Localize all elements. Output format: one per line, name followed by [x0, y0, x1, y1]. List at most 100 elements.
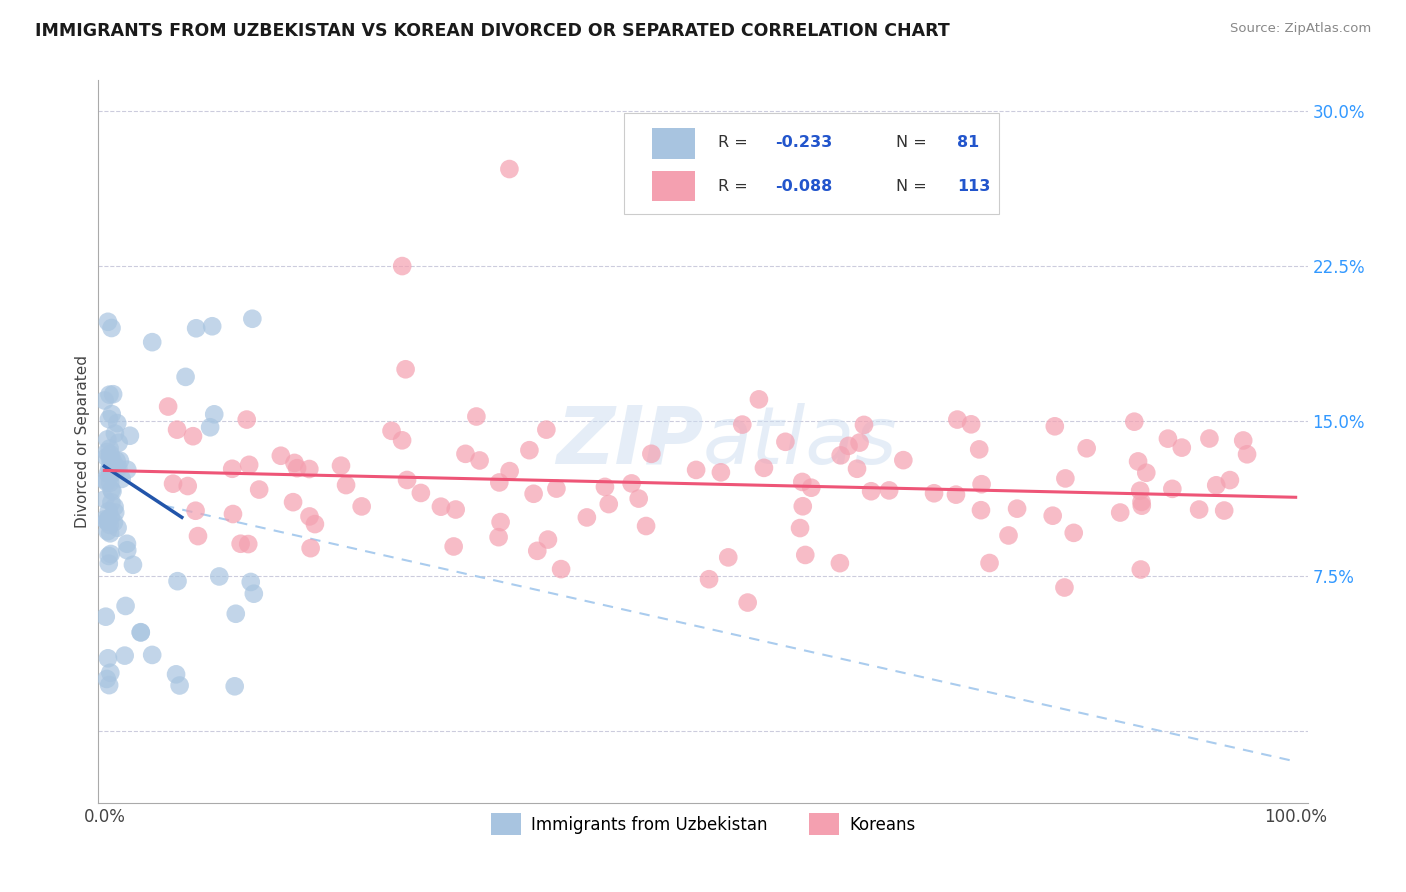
Point	[96, 445, 118, 459]
Point	[177, 479, 200, 493]
Point	[162, 476, 184, 491]
Text: R =: R =	[717, 136, 752, 150]
Point	[96, 433, 118, 447]
Text: -0.233: -0.233	[776, 136, 832, 150]
Point	[96, 672, 118, 686]
Point	[100, 407, 122, 421]
Point	[593, 480, 616, 494]
Point	[1042, 508, 1064, 523]
Point	[98, 447, 121, 461]
Point	[1063, 525, 1085, 540]
Point	[1130, 499, 1153, 513]
Point	[97, 557, 120, 571]
Point	[792, 500, 814, 514]
Point	[636, 519, 658, 533]
Point	[454, 447, 477, 461]
Point	[498, 464, 520, 478]
Point	[166, 574, 188, 589]
Point	[243, 587, 266, 601]
Text: ZIP: ZIP	[555, 402, 703, 481]
Point	[1130, 495, 1153, 509]
Text: Source: ZipAtlas.com: Source: ZipAtlas.com	[1230, 22, 1371, 36]
Point	[391, 259, 413, 273]
Point	[444, 502, 467, 516]
Point	[537, 533, 560, 547]
Point	[247, 483, 270, 497]
Point	[860, 484, 883, 499]
Point	[103, 500, 125, 514]
Point	[598, 497, 620, 511]
Point	[298, 509, 321, 524]
Point	[101, 387, 124, 401]
Point	[240, 311, 263, 326]
Point	[283, 456, 305, 470]
Point	[1076, 442, 1098, 456]
Point	[114, 648, 136, 663]
Point	[1135, 466, 1157, 480]
Point	[174, 370, 197, 384]
Point	[222, 507, 245, 521]
Point	[98, 387, 121, 401]
Point	[536, 423, 558, 437]
Point	[198, 420, 221, 434]
Point	[107, 461, 129, 475]
Point	[141, 648, 163, 662]
Point	[166, 423, 188, 437]
Text: -0.088: -0.088	[776, 179, 832, 194]
Point	[737, 596, 759, 610]
Text: N =: N =	[897, 136, 932, 150]
Y-axis label: Divorced or Separated: Divorced or Separated	[75, 355, 90, 528]
Point	[380, 424, 402, 438]
Point	[627, 491, 650, 506]
Point	[115, 543, 138, 558]
Point	[229, 537, 252, 551]
Point	[1123, 415, 1146, 429]
Text: atlas: atlas	[703, 402, 898, 481]
Point	[285, 461, 308, 475]
Text: IMMIGRANTS FROM UZBEKISTAN VS KOREAN DIVORCED OR SEPARATED CORRELATION CHART: IMMIGRANTS FROM UZBEKISTAN VS KOREAN DIV…	[35, 22, 950, 40]
Point	[184, 504, 207, 518]
Point	[967, 442, 990, 457]
Point	[488, 530, 510, 544]
Point	[93, 512, 115, 526]
Point	[97, 315, 120, 329]
Text: 81: 81	[957, 136, 979, 150]
Point	[221, 462, 243, 476]
Point	[97, 504, 120, 518]
Point	[97, 549, 120, 563]
Point	[105, 416, 128, 430]
Point	[270, 449, 292, 463]
Point	[157, 400, 180, 414]
Point	[828, 556, 851, 570]
Point	[1054, 471, 1077, 485]
Point	[838, 439, 860, 453]
Point	[104, 506, 127, 520]
Point	[550, 562, 572, 576]
Point	[335, 478, 357, 492]
Point	[523, 487, 546, 501]
Point	[394, 362, 416, 376]
Point	[748, 392, 770, 407]
Point	[235, 412, 257, 426]
Point	[187, 529, 209, 543]
Point	[107, 521, 129, 535]
Point	[101, 484, 124, 499]
Point	[1005, 501, 1028, 516]
Point	[1053, 581, 1076, 595]
Text: 113: 113	[957, 179, 990, 194]
Point	[970, 503, 993, 517]
Point	[519, 443, 541, 458]
Point	[238, 458, 260, 472]
Point	[922, 486, 945, 500]
Point	[181, 429, 204, 443]
Point	[202, 407, 225, 421]
Point	[118, 428, 141, 442]
Point	[101, 453, 124, 467]
Point	[330, 458, 353, 473]
Point	[946, 412, 969, 426]
Point	[800, 481, 823, 495]
Point	[789, 521, 811, 535]
Point	[100, 321, 122, 335]
Point	[186, 321, 208, 335]
Point	[141, 335, 163, 350]
